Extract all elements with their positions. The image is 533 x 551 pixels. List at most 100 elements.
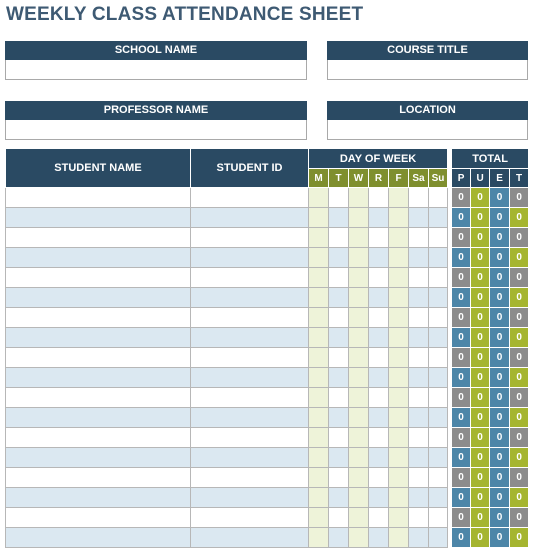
student-id-cell[interactable]	[190, 347, 309, 368]
day-cell-f[interactable]	[388, 447, 409, 468]
day-cell-t[interactable]	[328, 227, 349, 248]
day-cell-m[interactable]	[308, 227, 329, 248]
day-cell-m[interactable]	[308, 307, 329, 328]
student-name-cell[interactable]	[5, 507, 191, 528]
student-id-cell[interactable]	[190, 307, 309, 328]
day-cell-m[interactable]	[308, 407, 329, 428]
day-cell-m[interactable]	[308, 187, 329, 208]
day-cell-t[interactable]	[328, 267, 349, 288]
day-cell-w[interactable]	[348, 367, 369, 388]
professor-name-input[interactable]	[5, 120, 307, 140]
day-cell-r[interactable]	[368, 407, 389, 428]
day-cell-sa[interactable]	[408, 287, 429, 308]
day-cell-w[interactable]	[348, 487, 369, 508]
student-name-cell[interactable]	[5, 307, 191, 328]
day-cell-w[interactable]	[348, 187, 369, 208]
day-cell-w[interactable]	[348, 287, 369, 308]
student-id-cell[interactable]	[190, 187, 309, 208]
student-name-cell[interactable]	[5, 347, 191, 368]
student-id-cell[interactable]	[190, 287, 309, 308]
student-name-cell[interactable]	[5, 387, 191, 408]
day-cell-su[interactable]	[427, 367, 449, 388]
student-id-cell[interactable]	[190, 267, 309, 288]
day-cell-m[interactable]	[308, 327, 329, 348]
day-cell-sa[interactable]	[408, 307, 429, 328]
student-name-cell[interactable]	[5, 527, 191, 548]
day-cell-t[interactable]	[328, 467, 349, 488]
student-name-cell[interactable]	[5, 467, 191, 488]
day-cell-m[interactable]	[308, 287, 329, 308]
day-cell-sa[interactable]	[408, 267, 429, 288]
day-cell-f[interactable]	[388, 227, 409, 248]
day-cell-t[interactable]	[328, 247, 349, 268]
school-name-input[interactable]	[5, 60, 307, 80]
day-cell-su[interactable]	[427, 327, 449, 348]
student-name-cell[interactable]	[5, 367, 191, 388]
day-cell-su[interactable]	[427, 287, 449, 308]
student-id-cell[interactable]	[190, 427, 309, 448]
day-cell-su[interactable]	[427, 207, 449, 228]
day-cell-f[interactable]	[388, 387, 409, 408]
day-cell-sa[interactable]	[408, 347, 429, 368]
day-cell-r[interactable]	[368, 347, 389, 368]
student-id-cell[interactable]	[190, 367, 309, 388]
day-cell-sa[interactable]	[408, 427, 429, 448]
student-name-cell[interactable]	[5, 227, 191, 248]
day-cell-su[interactable]	[427, 467, 449, 488]
day-cell-sa[interactable]	[408, 327, 429, 348]
student-id-cell[interactable]	[190, 387, 309, 408]
day-cell-m[interactable]	[308, 367, 329, 388]
day-cell-r[interactable]	[368, 427, 389, 448]
day-cell-r[interactable]	[368, 447, 389, 468]
student-id-cell[interactable]	[190, 507, 309, 528]
day-cell-w[interactable]	[348, 527, 369, 548]
day-cell-r[interactable]	[368, 247, 389, 268]
day-cell-su[interactable]	[427, 247, 449, 268]
day-cell-f[interactable]	[388, 327, 409, 348]
student-name-cell[interactable]	[5, 427, 191, 448]
student-name-cell[interactable]	[5, 187, 191, 208]
day-cell-t[interactable]	[328, 387, 349, 408]
student-name-cell[interactable]	[5, 487, 191, 508]
student-id-cell[interactable]	[190, 407, 309, 428]
day-cell-f[interactable]	[388, 187, 409, 208]
day-cell-r[interactable]	[368, 527, 389, 548]
day-cell-su[interactable]	[427, 507, 449, 528]
day-cell-sa[interactable]	[408, 487, 429, 508]
day-cell-r[interactable]	[368, 187, 389, 208]
day-cell-m[interactable]	[308, 467, 329, 488]
day-cell-r[interactable]	[368, 307, 389, 328]
day-cell-r[interactable]	[368, 267, 389, 288]
day-cell-sa[interactable]	[408, 387, 429, 408]
day-cell-r[interactable]	[368, 207, 389, 228]
student-id-cell[interactable]	[190, 247, 309, 268]
day-cell-f[interactable]	[388, 507, 409, 528]
day-cell-t[interactable]	[328, 407, 349, 428]
day-cell-r[interactable]	[368, 327, 389, 348]
day-cell-t[interactable]	[328, 367, 349, 388]
day-cell-sa[interactable]	[408, 187, 429, 208]
student-id-cell[interactable]	[190, 447, 309, 468]
day-cell-sa[interactable]	[408, 467, 429, 488]
day-cell-m[interactable]	[308, 427, 329, 448]
day-cell-m[interactable]	[308, 487, 329, 508]
day-cell-w[interactable]	[348, 507, 369, 528]
day-cell-m[interactable]	[308, 267, 329, 288]
day-cell-su[interactable]	[427, 407, 449, 428]
student-id-cell[interactable]	[190, 227, 309, 248]
day-cell-w[interactable]	[348, 307, 369, 328]
day-cell-w[interactable]	[348, 427, 369, 448]
student-name-cell[interactable]	[5, 447, 191, 468]
day-cell-m[interactable]	[308, 347, 329, 368]
day-cell-t[interactable]	[328, 327, 349, 348]
day-cell-t[interactable]	[328, 347, 349, 368]
student-name-cell[interactable]	[5, 267, 191, 288]
day-cell-f[interactable]	[388, 347, 409, 368]
day-cell-f[interactable]	[388, 427, 409, 448]
day-cell-f[interactable]	[388, 467, 409, 488]
day-cell-w[interactable]	[348, 467, 369, 488]
day-cell-r[interactable]	[368, 287, 389, 308]
student-name-cell[interactable]	[5, 407, 191, 428]
student-name-cell[interactable]	[5, 207, 191, 228]
day-cell-m[interactable]	[308, 247, 329, 268]
